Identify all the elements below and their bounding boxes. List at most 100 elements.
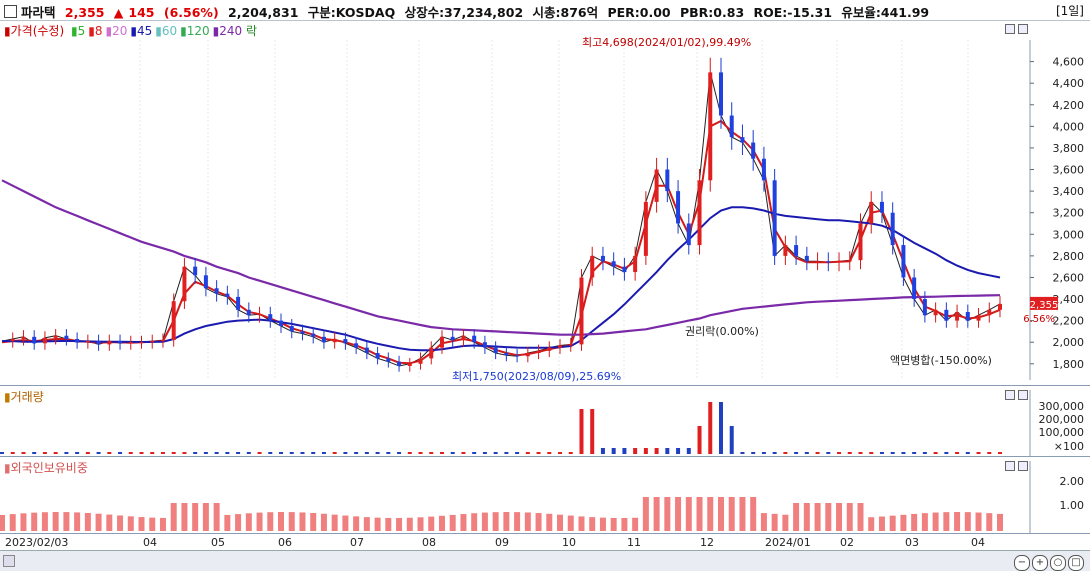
pane-minimize-icon[interactable]	[1005, 390, 1015, 400]
volume-bar	[837, 452, 842, 454]
candle-body	[279, 320, 284, 327]
candle-body	[472, 335, 477, 343]
price-tick-label: 3,400	[1053, 185, 1085, 198]
pbr-value: PBR:0.83	[679, 5, 745, 20]
volume-bar	[987, 452, 992, 454]
ma-legend-marker-5: ▮	[180, 24, 187, 38]
candle-body	[837, 261, 842, 263]
pane-minimize-icon[interactable]	[1005, 461, 1015, 471]
pane-close-icon[interactable]	[1018, 461, 1028, 471]
candle-body	[665, 169, 670, 192]
ex-rights-legend[interactable]: 락	[242, 24, 258, 38]
price-legend-label[interactable]: 가격(수정)	[10, 24, 65, 38]
ma-legend-45[interactable]: 45	[136, 24, 153, 38]
zoom-out-icon[interactable]: −	[1014, 555, 1030, 571]
candle-body	[118, 341, 123, 344]
volume-bar	[493, 452, 498, 454]
ma-legend-5[interactable]: 5	[77, 24, 86, 38]
foreign-bar	[363, 517, 370, 531]
ma-legend-240[interactable]: 240	[219, 24, 243, 38]
volume-bar	[375, 452, 380, 454]
volume-bar	[0, 452, 4, 454]
volume-bar	[708, 402, 713, 454]
zoom-reset-icon[interactable]: ○	[1050, 555, 1066, 571]
volume-bar	[236, 452, 241, 454]
foreign-bar	[589, 517, 596, 531]
volume-bar	[600, 448, 605, 454]
foreign-tick-label: 1.00	[1060, 499, 1085, 512]
volume-bar	[998, 452, 1002, 454]
volume-bar	[10, 452, 15, 454]
series-line-2	[2, 206, 1001, 352]
foreign-bar	[299, 512, 306, 531]
foreign-bar	[159, 517, 166, 531]
volume-bar	[676, 448, 681, 454]
ma-legend-marker-2: ▮	[105, 24, 113, 38]
foreign-bar	[964, 512, 971, 531]
candle-body	[10, 338, 15, 342]
volume-legend-label[interactable]: 거래량	[10, 390, 44, 404]
volume-legend: ▮거래량	[4, 388, 44, 405]
volume-legend-marker: ▮	[4, 390, 11, 404]
pane-minimize-icon[interactable]	[1005, 24, 1015, 34]
volume-bar	[321, 452, 326, 454]
ma-legend-8[interactable]: 8	[94, 24, 103, 38]
candle-body	[987, 309, 992, 316]
volume-bar	[64, 452, 69, 454]
foreign-bar	[256, 512, 263, 531]
volume-bar	[150, 452, 155, 454]
foreign-bar	[245, 513, 252, 531]
foreign-bar	[793, 503, 800, 531]
candle-body	[386, 358, 391, 362]
candle-body	[160, 340, 165, 342]
foreign-bar	[954, 512, 961, 531]
stock-menu-icon[interactable]	[4, 5, 17, 18]
price-tick-label: 4,000	[1053, 120, 1085, 133]
volume-tick-label: 200,000	[1039, 413, 1085, 426]
foreign-bar	[900, 514, 907, 531]
pane-close-icon[interactable]	[1018, 24, 1028, 34]
foreign-pane: ▮외국인보유비중 2.00 1.00	[0, 457, 1090, 534]
scroll-left-button[interactable]	[3, 555, 15, 567]
date-label: 11	[627, 536, 641, 549]
volume-bar	[386, 452, 391, 454]
candle-body	[568, 344, 573, 346]
zoom-in-icon[interactable]: +	[1032, 555, 1048, 571]
volume-bar	[429, 452, 434, 454]
foreign-bar	[95, 513, 102, 531]
ma-legend-60[interactable]: 60	[161, 24, 178, 38]
zoom-fit-icon[interactable]: □	[1068, 555, 1084, 571]
current-pct-tag: 6.56%	[1023, 314, 1055, 325]
foreign-bar	[202, 503, 209, 531]
roe-value: ROE:-15.31	[753, 5, 833, 20]
price-tick-label: 4,600	[1053, 56, 1085, 69]
volume-bar	[515, 452, 520, 454]
candle-body	[504, 353, 509, 356]
foreign-chart[interactable]: 2.00 1.00	[0, 457, 1090, 533]
ma-legend-120[interactable]: 120	[186, 24, 210, 38]
foreign-bar	[41, 512, 48, 531]
candle-body	[869, 201, 874, 224]
candle-body	[439, 336, 444, 348]
foreign-bar	[117, 515, 124, 531]
volume-bar	[751, 452, 756, 454]
foreign-bar	[288, 512, 295, 531]
foreign-bar	[428, 516, 435, 531]
quote-header: 파라택 2,355 ▲ 145 (6.56%) 2,204,831 구분:KOSD…	[0, 0, 1090, 21]
candle-body	[75, 338, 80, 343]
ma-legend-20[interactable]: 20	[112, 24, 128, 38]
candle-body	[740, 137, 745, 143]
candle-body	[751, 142, 756, 159]
timeframe-button[interactable]: [1일]	[1055, 4, 1084, 18]
foreign-bar	[685, 497, 692, 531]
date-label: 09	[495, 536, 509, 549]
date-label: 04	[971, 536, 985, 549]
candle-body	[461, 335, 466, 341]
price-chart[interactable]: 4,600 4,400 4,200 4,000 3,800 3,600 3,400 3,200…	[0, 20, 1090, 385]
foreign-bar	[782, 514, 789, 531]
foreign-bar	[353, 516, 360, 531]
foreign-legend-label[interactable]: 외국인보유비중	[10, 461, 88, 475]
stock-name: 파라택	[21, 5, 56, 20]
pane-close-icon[interactable]	[1018, 390, 1028, 400]
